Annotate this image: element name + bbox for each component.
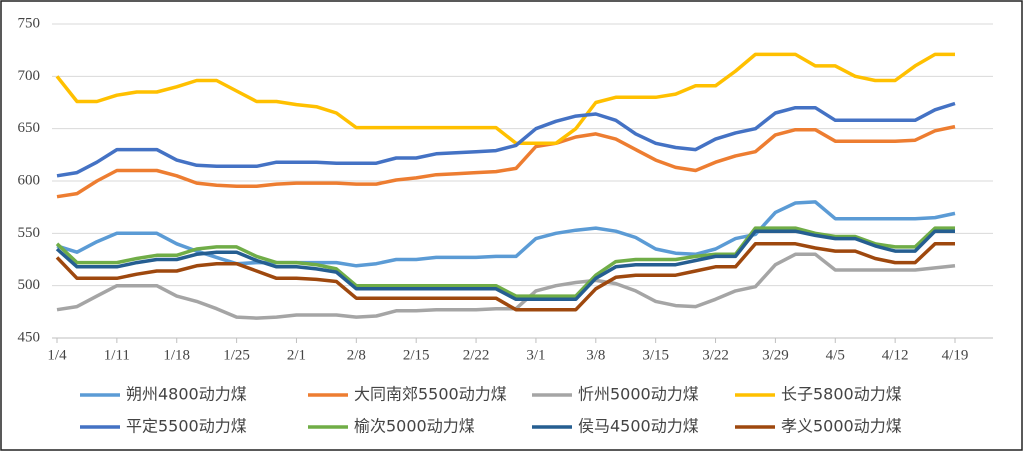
legend-label: 朔州4800动力煤 (126, 385, 247, 404)
y-tick-label: 500 (18, 277, 41, 293)
legend-label: 平定5500动力煤 (126, 417, 247, 436)
x-tick-label: 2/1 (287, 347, 306, 363)
y-tick-label: 750 (18, 15, 41, 31)
x-tick-label: 1/25 (223, 347, 250, 363)
series-line (56, 101, 956, 178)
y-tick-label: 450 (18, 329, 41, 345)
x-tick-label: 3/29 (762, 347, 789, 363)
series-line (55, 52, 955, 146)
legend-label: 忻州5000动力煤 (578, 385, 699, 404)
y-tick-label: 550 (18, 225, 41, 241)
series-line (55, 242, 955, 312)
y-tick-label: 700 (18, 68, 41, 84)
legend-label: 大同南郊5500动力煤 (354, 385, 507, 404)
legend-label: 侯马4500动力煤 (578, 417, 699, 436)
legend-label: 长子5800动力煤 (781, 385, 902, 404)
x-tick-label: 3/1 (526, 347, 545, 363)
x-tick-label: 1/11 (104, 347, 130, 363)
x-tick-label: 2/15 (403, 347, 430, 363)
x-tick-label: 2/8 (347, 347, 366, 363)
legend-label: 孝义5000动力煤 (781, 417, 902, 436)
y-tick-label: 650 (18, 120, 41, 136)
series-line (55, 226, 955, 298)
x-tick-label: 3/22 (702, 347, 729, 363)
x-tick-label: 3/8 (586, 347, 605, 363)
series-line (56, 124, 956, 199)
x-tick-label: 1/18 (163, 347, 190, 363)
series-line (56, 252, 956, 320)
x-tick-label: 4/19 (942, 347, 969, 363)
x-tick-label: 4/12 (882, 347, 909, 363)
y-tick-label: 600 (18, 172, 41, 188)
x-tick-label: 3/15 (642, 347, 669, 363)
x-tick-label: 2/22 (463, 347, 490, 363)
x-tick-label: 4/5 (826, 347, 845, 363)
legend-label: 榆次5000动力煤 (354, 417, 475, 436)
x-tick-label: 1/4 (47, 347, 67, 363)
series-line (55, 229, 955, 302)
